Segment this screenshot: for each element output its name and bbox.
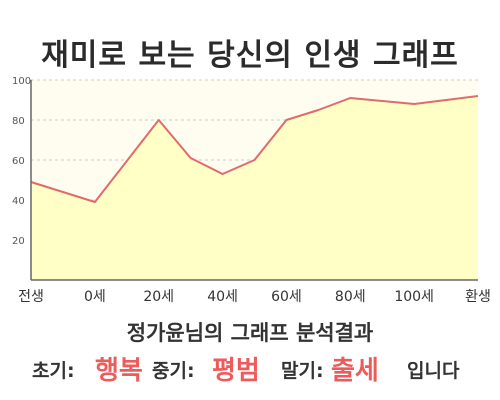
x-tick-label: 80세 bbox=[335, 289, 366, 305]
y-tick-label: 40 bbox=[12, 196, 25, 207]
y-tick-label: 80 bbox=[12, 116, 25, 127]
x-tick-label: 40세 bbox=[207, 289, 238, 305]
x-tick-label: 20세 bbox=[143, 289, 174, 305]
x-tick-label: 전생 bbox=[18, 289, 44, 305]
analysis-result-line: 초기: 행복 중기: 평범 말기: 출세 입니다 bbox=[0, 350, 500, 386]
middle-label: 중기: bbox=[152, 360, 195, 382]
early-label: 초기: bbox=[32, 360, 75, 382]
analysis-result-title: 정가윤님의 그래프 분석결과 bbox=[126, 321, 374, 345]
y-tick-label: 100 bbox=[12, 76, 31, 87]
y-tick-label: 60 bbox=[12, 156, 25, 167]
x-tick-label: 100세 bbox=[394, 289, 434, 305]
early-value: 행복 bbox=[95, 356, 143, 386]
series-line bbox=[30, 95, 479, 203]
y-tick-label: 20 bbox=[12, 236, 25, 247]
x-tick-label: 환생 bbox=[465, 289, 491, 305]
middle-value: 평범 bbox=[212, 356, 260, 386]
late-label: 말기: bbox=[281, 360, 324, 382]
x-tick-label: 0세 bbox=[84, 289, 106, 305]
chart-title: 재미로 보는 당신의 인생 그래프 bbox=[41, 38, 459, 73]
late-value: 출세 bbox=[331, 356, 379, 386]
x-tick-label: 60세 bbox=[271, 289, 302, 305]
result-suffix: 입니다 bbox=[407, 360, 460, 382]
